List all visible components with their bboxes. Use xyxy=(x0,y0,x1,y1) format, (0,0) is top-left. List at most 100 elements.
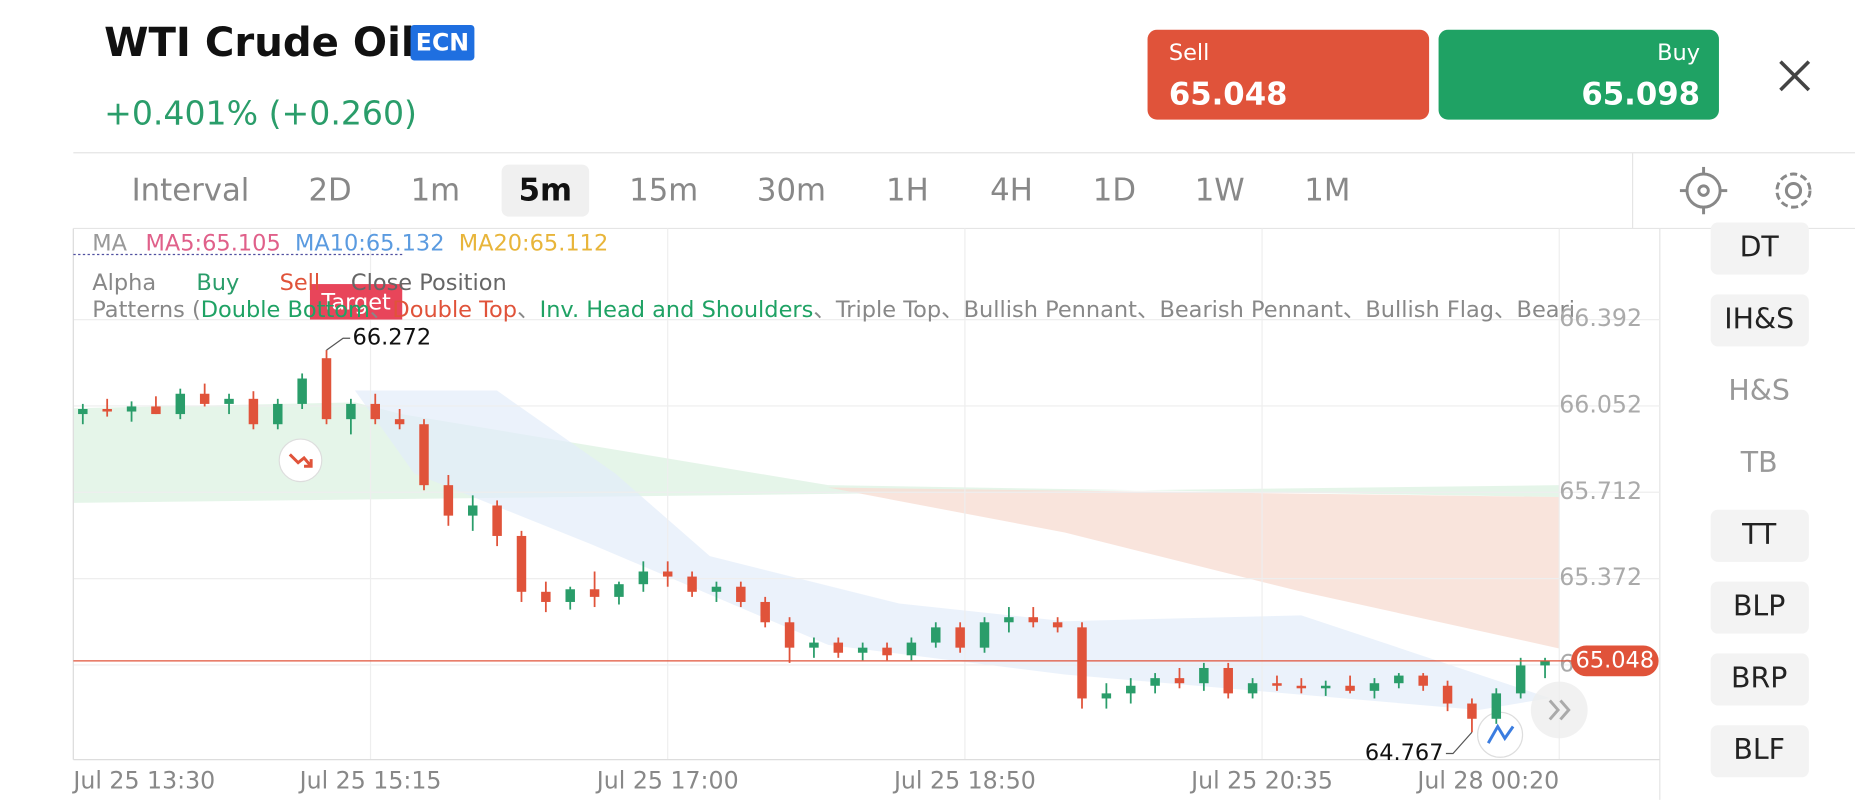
high-label: 66.272 xyxy=(353,325,432,351)
tab[interactable]: Interval xyxy=(132,172,250,208)
separator: 、 xyxy=(370,297,392,323)
side-button[interactable]: TB xyxy=(1740,446,1778,479)
pattern: Triple Top xyxy=(835,297,941,323)
patterns-line: Patterns (Double Bottom、Double Top、Inv. … xyxy=(92,297,1575,323)
side-button[interactable]: BLF xyxy=(1733,733,1785,766)
pattern: Inv. Head and Shoulders xyxy=(540,297,814,323)
side-button[interactable]: DT xyxy=(1740,231,1780,264)
side-button[interactable]: TT xyxy=(1741,518,1777,551)
sell-price: 65.048 xyxy=(1169,76,1288,112)
side-button-bg xyxy=(1710,725,1809,778)
target-bg xyxy=(309,284,403,320)
patterns-prefix: Patterns ( xyxy=(92,297,200,323)
candle-body xyxy=(297,378,307,404)
candle-body xyxy=(541,591,551,602)
side-button[interactable]: BRP xyxy=(1731,661,1787,694)
close-button[interactable] xyxy=(1779,60,1811,92)
side-button[interactable]: H&S xyxy=(1728,374,1789,407)
y-tick-label: 66.052 xyxy=(1559,390,1642,418)
candle-body xyxy=(175,393,186,415)
title: WTI Crude Oil xyxy=(104,20,415,66)
candle-body xyxy=(1345,685,1355,691)
tab[interactable]: 1W xyxy=(1195,172,1245,208)
target-label: Target xyxy=(320,289,391,315)
settings-icon[interactable] xyxy=(1775,172,1812,209)
tab[interactable]: 15m xyxy=(629,172,698,208)
tab[interactable]: 1M xyxy=(1304,172,1350,208)
ma-item: MA20:65.112 xyxy=(459,230,609,256)
low-label: 64.767 xyxy=(1365,740,1444,766)
tab[interactable]: 30m xyxy=(757,172,826,208)
candle-body xyxy=(931,627,941,643)
candle-body xyxy=(614,584,624,597)
x-tick-label: Jul 25 13:30 xyxy=(71,767,215,795)
candle-body xyxy=(394,419,405,425)
leader xyxy=(326,337,351,351)
candle-body xyxy=(1272,683,1282,686)
pattern: Double Bottom xyxy=(201,297,370,323)
buy-signal-icon xyxy=(1486,723,1515,744)
side-button[interactable]: BLP xyxy=(1733,590,1785,623)
tab[interactable]: 1m xyxy=(411,172,461,208)
locate-icon[interactable] xyxy=(1679,166,1728,215)
side-button-bg xyxy=(1710,581,1809,634)
candle-body xyxy=(1515,665,1526,694)
separator: 、 xyxy=(941,297,963,323)
candle-body xyxy=(1369,683,1380,691)
candle-body xyxy=(1126,685,1136,694)
candle-body xyxy=(1150,678,1160,686)
x-tick-label: Jul 25 18:50 xyxy=(892,767,1036,795)
candle-body xyxy=(321,358,332,420)
side-button-bg xyxy=(1710,509,1809,562)
candle-body xyxy=(809,642,819,648)
candle-body xyxy=(151,406,161,415)
tab[interactable]: 1H xyxy=(886,172,929,208)
tab[interactable]: 5m xyxy=(519,172,572,208)
candle-body xyxy=(979,622,990,648)
price-tag: 65.048 xyxy=(1576,647,1655,673)
candle-body xyxy=(199,393,210,404)
buy-price: 65.098 xyxy=(1581,76,1700,112)
buy-signal[interactable] xyxy=(1477,711,1524,758)
candle-body xyxy=(687,576,697,592)
badge: ECN xyxy=(416,28,469,56)
candle-body xyxy=(1320,685,1331,689)
side-button-bg xyxy=(1710,294,1809,347)
side-button[interactable]: IH&S xyxy=(1724,302,1794,335)
tab[interactable]: 2D xyxy=(308,172,351,208)
tab[interactable]: 4H xyxy=(990,172,1033,208)
x-tick-label: Jul 25 20:35 xyxy=(1189,767,1333,795)
candle-body xyxy=(224,398,234,404)
candle-body xyxy=(760,601,770,623)
candle-body xyxy=(1296,685,1307,689)
sell-button[interactable] xyxy=(1147,29,1430,120)
candle-body xyxy=(565,589,575,602)
candle-body xyxy=(1247,683,1258,694)
pattern: Beari xyxy=(1517,297,1576,323)
candle-body xyxy=(1077,627,1087,699)
pattern: Bullish Flag xyxy=(1365,297,1494,323)
candle-body xyxy=(1004,617,1014,623)
x-tick-label: Jul 25 15:15 xyxy=(298,767,442,795)
candle-body xyxy=(589,589,600,597)
side-button-bg xyxy=(1710,222,1809,275)
candle-body xyxy=(102,408,112,412)
pattern: Double Top xyxy=(392,297,517,323)
leader xyxy=(1445,731,1473,755)
side-button-bg xyxy=(1710,653,1809,706)
candle-body xyxy=(273,403,283,425)
tab[interactable]: 1D xyxy=(1093,172,1136,208)
alpha-buy: Buy xyxy=(196,269,239,295)
candle-body xyxy=(419,424,429,486)
ma-label: MA xyxy=(92,230,127,256)
candle-body xyxy=(370,403,380,420)
candle-body xyxy=(1418,675,1428,686)
candle-body xyxy=(638,571,649,585)
ma-item: MA10:65.132 xyxy=(295,230,445,256)
candle-body xyxy=(711,586,722,592)
candle-body xyxy=(492,505,502,536)
candle-body xyxy=(784,622,795,648)
candle-body xyxy=(736,586,746,602)
buy-button[interactable] xyxy=(1438,29,1719,120)
candle-body xyxy=(1028,617,1038,623)
